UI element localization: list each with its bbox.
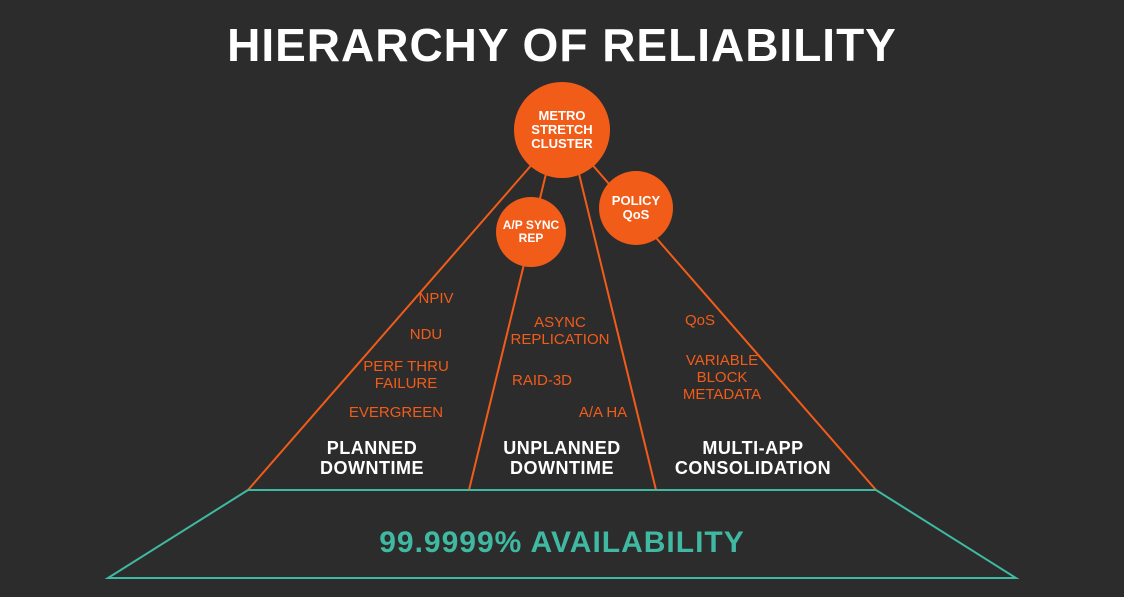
section-unplanned: UNPLANNED DOWNTIME <box>472 438 652 478</box>
bubble-apsync-label: A/P SYNC REP <box>496 219 566 245</box>
feat-aaha: A/A HA <box>553 404 653 421</box>
bubble-apsync: A/P SYNC REP <box>496 197 566 267</box>
feat-ndu: NDU <box>376 326 476 343</box>
feat-async: ASYNC REPLICATION <box>490 314 630 348</box>
feat-npiv: NPIV <box>386 290 486 307</box>
bubble-metro-label: METRO STRETCH CLUSTER <box>514 109 610 151</box>
bubble-policy: POLICY QoS <box>599 171 673 245</box>
pyramid-upper <box>248 130 876 490</box>
bubble-metro: METRO STRETCH CLUSTER <box>514 82 610 178</box>
infographic-stage: HIERARCHY OF RELIABILITY METRO STRETCH C… <box>0 0 1124 597</box>
feat-perf: PERF THRU FAILURE <box>336 358 476 392</box>
page-title: HIERARCHY OF RELIABILITY <box>0 18 1124 72</box>
availability-text: 99.9999% AVAILABILITY <box>0 526 1124 560</box>
feat-qos: QoS <box>660 312 740 329</box>
section-planned: PLANNED DOWNTIME <box>292 438 452 478</box>
bubble-policy-label: POLICY QoS <box>599 194 673 222</box>
feat-varblock: VARIABLE BLOCK METADATA <box>662 352 782 403</box>
feat-raid3d: RAID-3D <box>482 372 602 389</box>
section-multiapp: MULTI-APP CONSOLIDATION <box>653 438 853 478</box>
feat-evergreen: EVERGREEN <box>326 404 466 421</box>
